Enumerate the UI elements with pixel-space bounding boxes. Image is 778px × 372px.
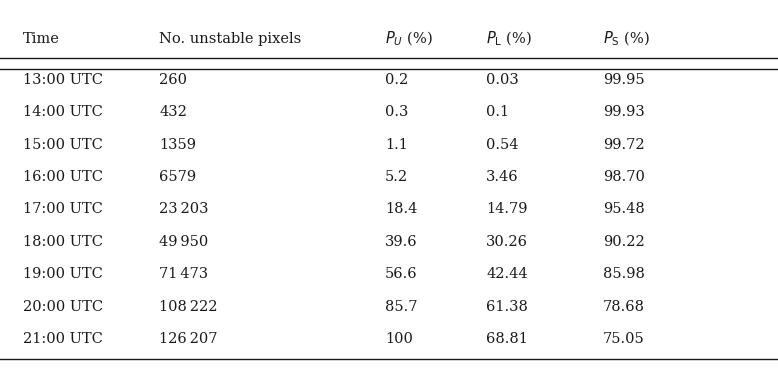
Text: 1359: 1359	[159, 138, 197, 152]
Text: 61.38: 61.38	[486, 299, 528, 314]
Text: 100: 100	[385, 332, 413, 346]
Text: 17:00 UTC: 17:00 UTC	[23, 202, 103, 217]
Text: 23 203: 23 203	[159, 202, 209, 217]
Text: 18:00 UTC: 18:00 UTC	[23, 235, 103, 249]
Text: 56.6: 56.6	[385, 267, 418, 281]
Text: 0.1: 0.1	[486, 105, 510, 119]
Text: 19:00 UTC: 19:00 UTC	[23, 267, 103, 281]
Text: 71 473: 71 473	[159, 267, 209, 281]
Text: 3.46: 3.46	[486, 170, 519, 184]
Text: 0.2: 0.2	[385, 73, 408, 87]
Text: 21:00 UTC: 21:00 UTC	[23, 332, 103, 346]
Text: 85.7: 85.7	[385, 299, 418, 314]
Text: 126 207: 126 207	[159, 332, 218, 346]
Text: 15:00 UTC: 15:00 UTC	[23, 138, 103, 152]
Text: No. unstable pixels: No. unstable pixels	[159, 32, 302, 46]
Text: 6579: 6579	[159, 170, 197, 184]
Text: 108 222: 108 222	[159, 299, 218, 314]
Text: 13:00 UTC: 13:00 UTC	[23, 73, 103, 87]
Text: 99.72: 99.72	[603, 138, 645, 152]
Text: 99.93: 99.93	[603, 105, 645, 119]
Text: 1.1: 1.1	[385, 138, 408, 152]
Text: 90.22: 90.22	[603, 235, 645, 249]
Text: 14.79: 14.79	[486, 202, 527, 217]
Text: 18.4: 18.4	[385, 202, 418, 217]
Text: 49 950: 49 950	[159, 235, 209, 249]
Text: 78.68: 78.68	[603, 299, 645, 314]
Text: 0.03: 0.03	[486, 73, 519, 87]
Text: 68.81: 68.81	[486, 332, 528, 346]
Text: $P_{\mathrm{L}}$ (%): $P_{\mathrm{L}}$ (%)	[486, 30, 532, 48]
Text: 260: 260	[159, 73, 187, 87]
Text: 42.44: 42.44	[486, 267, 528, 281]
Text: $P_{\mathrm{S}}$ (%): $P_{\mathrm{S}}$ (%)	[603, 30, 650, 48]
Text: 85.98: 85.98	[603, 267, 645, 281]
Text: 432: 432	[159, 105, 187, 119]
Text: $P_{U}$ (%): $P_{U}$ (%)	[385, 30, 433, 48]
Text: 0.54: 0.54	[486, 138, 519, 152]
Text: 0.3: 0.3	[385, 105, 408, 119]
Text: 5.2: 5.2	[385, 170, 408, 184]
Text: 20:00 UTC: 20:00 UTC	[23, 299, 103, 314]
Text: 98.70: 98.70	[603, 170, 645, 184]
Text: Time: Time	[23, 32, 60, 46]
Text: 30.26: 30.26	[486, 235, 528, 249]
Text: 99.95: 99.95	[603, 73, 645, 87]
Text: 14:00 UTC: 14:00 UTC	[23, 105, 103, 119]
Text: 75.05: 75.05	[603, 332, 645, 346]
Text: 39.6: 39.6	[385, 235, 418, 249]
Text: 16:00 UTC: 16:00 UTC	[23, 170, 103, 184]
Text: 95.48: 95.48	[603, 202, 645, 217]
